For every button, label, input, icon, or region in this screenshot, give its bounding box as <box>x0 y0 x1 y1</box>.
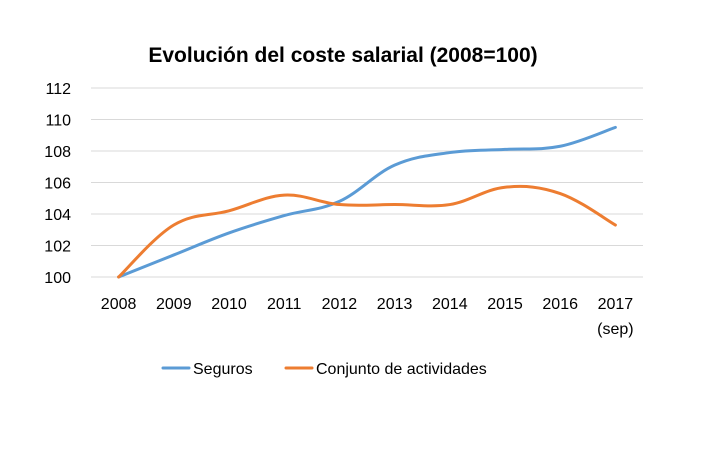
y-tick-label: 108 <box>44 144 71 161</box>
y-tick-label: 100 <box>44 270 71 287</box>
y-tick-label: 110 <box>45 113 71 130</box>
y-tick-label: 106 <box>44 176 71 193</box>
series-line-0 <box>117 125 617 279</box>
x-tick-label: 2008 <box>101 296 137 313</box>
x-tick-label: 2015 <box>487 296 523 313</box>
x-tick-label: 2016 <box>542 296 578 313</box>
x-tick-label: 2014 <box>432 296 468 313</box>
x-tick-label: 2013 <box>377 296 413 313</box>
series-lines <box>117 125 617 279</box>
y-tick-label: 102 <box>44 239 71 256</box>
series-line-1 <box>117 184 617 279</box>
legend-label: Seguros <box>193 361 253 378</box>
chart-title: Evolución del coste salarial (2008=100) <box>148 44 537 67</box>
gridlines <box>91 87 643 278</box>
x-tick-label: 2012 <box>322 296 358 313</box>
x-tick-label: 2009 <box>156 296 192 313</box>
x-tick-label: 2010 <box>211 296 247 313</box>
y-tick-label: 112 <box>45 81 71 98</box>
legend: Seguros Conjunto de actividades <box>161 361 487 378</box>
y-axis-tick-labels: 100 102 104 106 108 110 112 <box>44 81 71 287</box>
x-tick-label: 2011 <box>267 296 302 313</box>
legend-label: Conjunto de actividades <box>316 361 487 378</box>
x-tick-sublabel: (sep) <box>597 321 633 338</box>
x-tick-label: 2017 <box>598 296 634 313</box>
y-tick-label: 104 <box>44 207 71 224</box>
x-axis-tick-labels: 2008 2009 2010 2011 2012 2013 2014 2015 2016 2017… <box>101 296 634 338</box>
